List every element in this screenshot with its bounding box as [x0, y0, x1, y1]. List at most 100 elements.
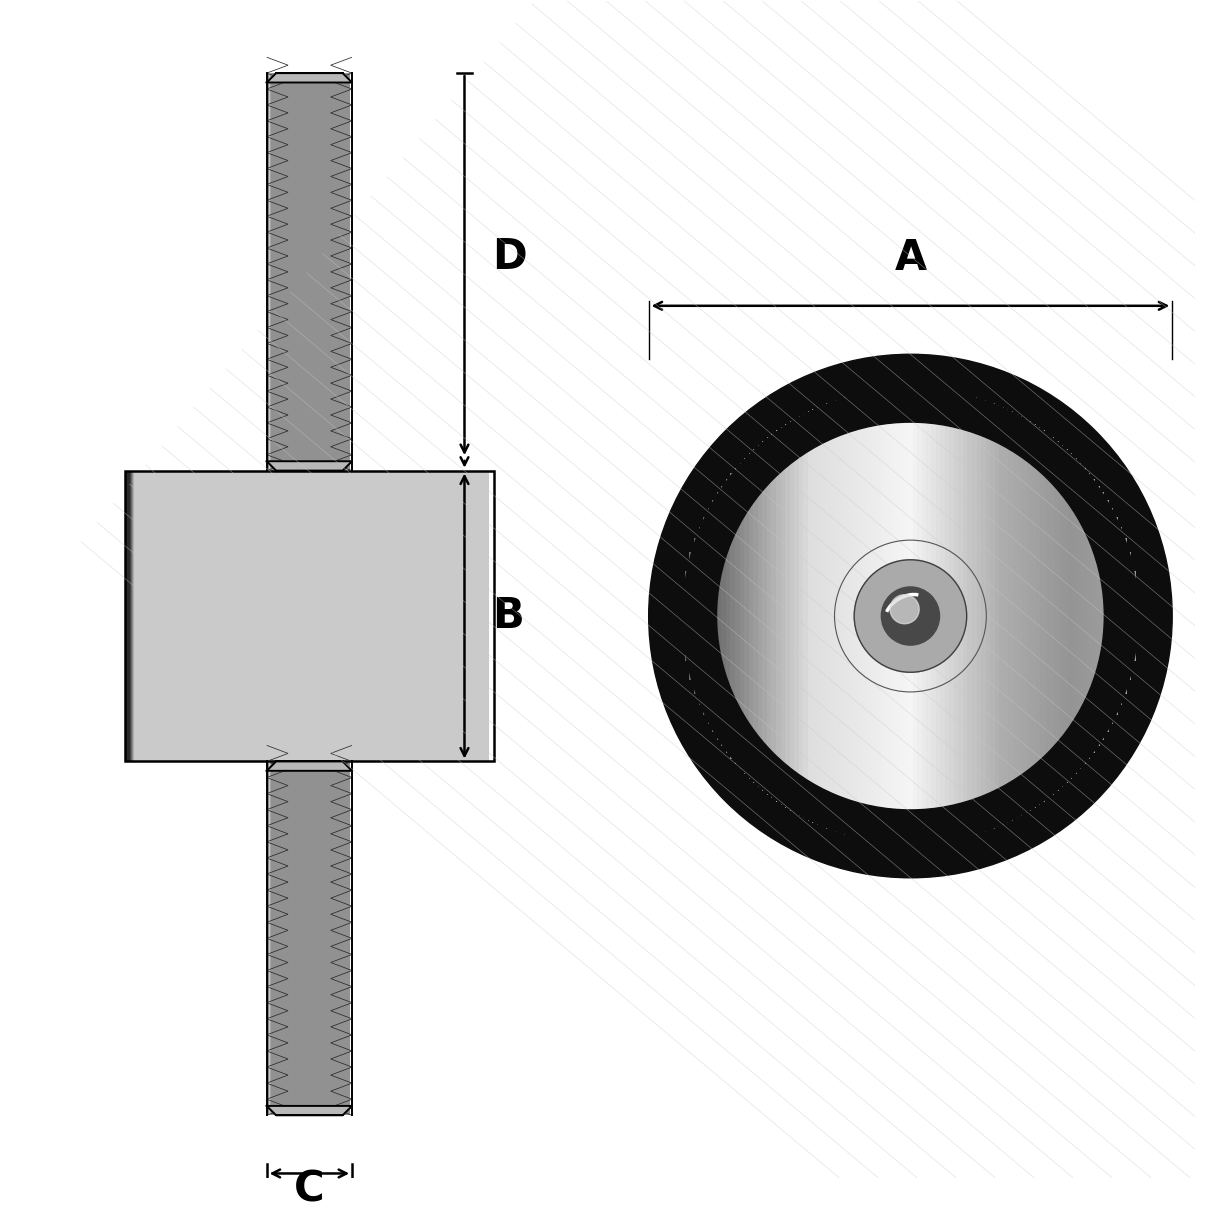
Bar: [271, 761, 324, 1116]
Bar: [125, 471, 494, 761]
Bar: [690, 552, 694, 680]
Bar: [131, 471, 272, 761]
Text: C: C: [294, 1169, 324, 1210]
Bar: [131, 471, 185, 761]
Circle shape: [890, 595, 919, 624]
Bar: [776, 431, 781, 801]
Bar: [685, 571, 690, 662]
Bar: [758, 444, 762, 787]
Bar: [908, 388, 913, 844]
Polygon shape: [267, 1106, 352, 1116]
Bar: [130, 471, 161, 761]
Bar: [270, 73, 279, 471]
Bar: [271, 73, 327, 471]
Bar: [963, 395, 968, 838]
Bar: [134, 471, 438, 761]
Bar: [271, 73, 341, 471]
Bar: [877, 391, 881, 841]
Bar: [271, 73, 350, 471]
Bar: [881, 390, 885, 843]
Bar: [135, 471, 475, 761]
Bar: [822, 405, 827, 827]
Bar: [1108, 507, 1113, 725]
Bar: [132, 471, 356, 761]
Bar: [1009, 412, 1012, 821]
Bar: [1113, 517, 1118, 715]
Bar: [271, 761, 341, 1116]
Bar: [767, 437, 771, 795]
Bar: [130, 471, 158, 761]
Bar: [131, 471, 268, 761]
Bar: [270, 761, 305, 1116]
Bar: [270, 73, 310, 471]
Circle shape: [648, 354, 1173, 878]
Bar: [134, 471, 448, 761]
Bar: [270, 73, 277, 471]
Bar: [1095, 486, 1100, 747]
Bar: [1036, 427, 1040, 805]
Bar: [762, 441, 767, 792]
Bar: [270, 761, 301, 1116]
Bar: [698, 527, 703, 705]
Bar: [1072, 458, 1077, 775]
Bar: [949, 392, 954, 840]
Bar: [132, 471, 318, 761]
Bar: [134, 471, 456, 761]
Bar: [918, 388, 921, 844]
Bar: [131, 471, 227, 761]
Bar: [270, 761, 277, 1116]
Bar: [931, 390, 936, 843]
Bar: [131, 471, 222, 761]
Bar: [271, 73, 335, 471]
Bar: [270, 73, 301, 471]
Bar: [131, 471, 236, 761]
Bar: [270, 73, 296, 471]
Bar: [994, 405, 999, 827]
Bar: [271, 761, 344, 1116]
Bar: [1082, 467, 1085, 764]
Bar: [132, 471, 361, 761]
Bar: [270, 73, 312, 471]
Bar: [1004, 409, 1009, 823]
Bar: [716, 493, 721, 739]
Polygon shape: [267, 73, 352, 83]
Bar: [789, 421, 794, 811]
Bar: [270, 761, 310, 1116]
Bar: [271, 73, 329, 471]
Bar: [835, 401, 840, 832]
Bar: [986, 402, 991, 830]
Bar: [131, 471, 208, 761]
Bar: [753, 449, 758, 783]
Bar: [131, 471, 231, 761]
Bar: [132, 471, 346, 761]
Bar: [744, 458, 749, 775]
Bar: [270, 761, 293, 1116]
Bar: [134, 471, 466, 761]
Bar: [991, 403, 994, 829]
Bar: [1118, 527, 1122, 705]
Bar: [1063, 449, 1067, 783]
Bar: [271, 73, 322, 471]
Bar: [270, 761, 287, 1116]
Bar: [270, 73, 299, 471]
Bar: [131, 471, 259, 761]
Bar: [1040, 431, 1045, 801]
Bar: [858, 393, 863, 838]
Bar: [132, 471, 295, 761]
Bar: [270, 73, 313, 471]
Bar: [1027, 421, 1031, 811]
Bar: [270, 73, 293, 471]
Bar: [132, 471, 287, 761]
Bar: [1077, 463, 1082, 770]
Bar: [132, 471, 314, 761]
Bar: [132, 471, 300, 761]
Bar: [921, 388, 926, 844]
Bar: [270, 761, 304, 1116]
Bar: [999, 407, 1004, 824]
Bar: [913, 388, 918, 844]
Bar: [130, 471, 138, 761]
Bar: [130, 471, 171, 761]
Bar: [270, 73, 282, 471]
Bar: [271, 761, 327, 1116]
Bar: [134, 471, 452, 761]
